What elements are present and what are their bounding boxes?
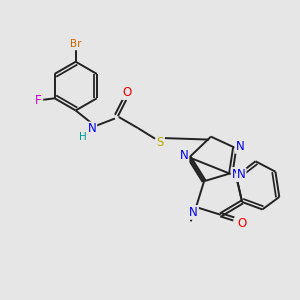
Text: O: O: [122, 86, 131, 99]
Text: N: N: [232, 168, 240, 181]
Text: N: N: [189, 206, 198, 219]
Text: Br: Br: [70, 40, 81, 50]
Text: H: H: [79, 132, 87, 142]
Text: N: N: [237, 168, 246, 181]
Text: N: N: [236, 140, 244, 153]
Text: N: N: [88, 122, 96, 135]
Text: F: F: [34, 94, 41, 107]
Text: S: S: [157, 136, 164, 149]
Text: O: O: [238, 217, 247, 230]
Text: N: N: [180, 149, 189, 162]
